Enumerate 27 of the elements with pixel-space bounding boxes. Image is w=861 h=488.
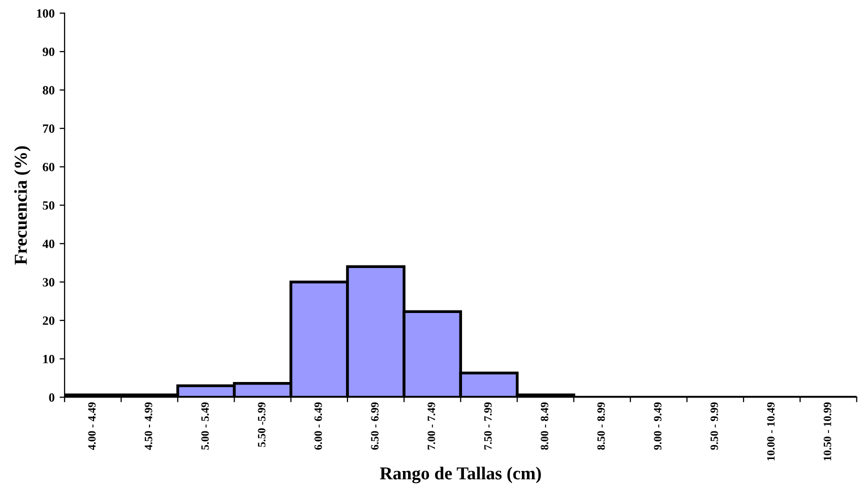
- y-tick-label: 20: [42, 316, 54, 325]
- y-axis-title: Frecuencia (%): [14, 146, 31, 265]
- x-tick-label: 5.00 - 5.49: [201, 402, 209, 450]
- x-tick-label: 9.00 - 9.49: [654, 402, 662, 450]
- x-tick-label: 6.50 - 6.99: [371, 402, 379, 450]
- y-tick-label: 0: [49, 393, 54, 402]
- x-tick-label: 10.00 - 10.49: [767, 402, 775, 460]
- y-tick-label: 90: [42, 48, 54, 56]
- y-tick-label: 60: [42, 162, 54, 172]
- y-tick-label: 30: [42, 278, 54, 286]
- x-tick-label: 7.50 - 7.99: [484, 402, 492, 450]
- y-tick-label: 40: [42, 240, 54, 248]
- x-tick-label: 6.00 - 6.49: [314, 402, 322, 450]
- x-tick-label: 4.00 - 4.49: [88, 402, 96, 450]
- y-tick-label: 50: [42, 201, 54, 210]
- y-tick-label: 100: [37, 9, 54, 18]
- x-tick-label: 8.00 - 8.49: [540, 402, 548, 450]
- y-tick-label: 80: [42, 86, 54, 94]
- x-tick-label: 9.50 - 9.99: [710, 402, 718, 450]
- x-axis-title: Rango de Tallas (cm): [380, 466, 541, 484]
- x-tick-label: 10.50 - 10.99: [824, 402, 832, 460]
- x-tick-label: 4.50 - 4.99: [144, 402, 152, 450]
- x-tick-label: 7.00 - 7.49: [428, 402, 436, 450]
- x-tick-label: 8.50 - 8.99: [597, 402, 605, 450]
- y-tick-label: 70: [43, 124, 54, 133]
- x-tick-label: 5.50 -5.99: [258, 402, 266, 447]
- y-tick-label: 10: [43, 354, 54, 364]
